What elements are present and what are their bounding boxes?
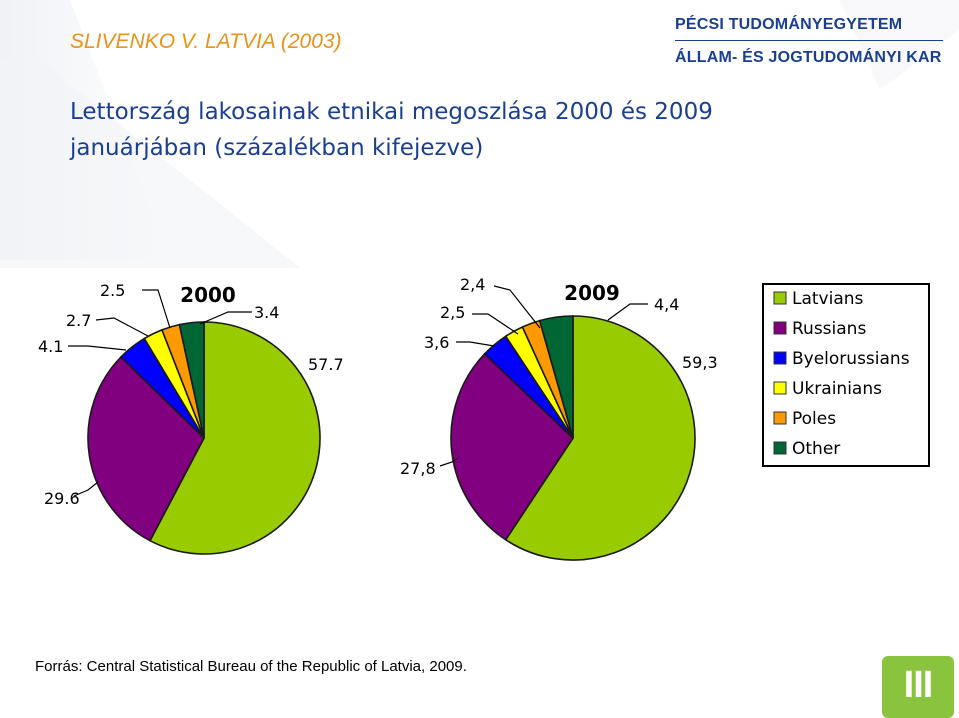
pie-charts: 2000 57.7 29.6 4.1 2.7 2.5 3.4 2009 59,3… [30,268,938,588]
legend-label-poles: Poles [792,409,836,429]
page-title: Lettország lakosainak etnikai megoszlása… [70,94,870,166]
university-logo-text: PÉCSI TUDOMÁNYEGYETEM ÁLLAM- ÉS JOGTUDOM… [675,16,943,67]
legend-label-other: Other [792,439,840,459]
pie-slice-latvians-2000 [148,321,321,555]
leader-line-ukrainians-2009 [472,313,519,335]
pie-slice-latvians-2009 [504,315,696,561]
legend-swatch-poles [773,411,787,425]
leader-line-poles-2000 [142,289,171,329]
pie-slice-other-2009 [538,315,574,439]
logo-text: III [903,664,934,706]
leader-line-byelorussians-2009 [456,341,495,347]
legend-swatch-other [773,441,787,455]
data-label-russians-2009: 27,8 [400,459,436,478]
source-note: Forrás: Central Statistical Bureau of th… [35,658,467,675]
faculty-logo-badge: III [882,656,954,718]
leader-line-other-2009 [607,303,648,321]
data-label-latvians-2009: 59,3 [682,353,718,372]
leader-line-poles-2009 [493,285,541,329]
data-label-other-2009: 4,4 [654,295,679,314]
data-label-ukrainians-2000: 2.7 [66,311,91,330]
university-name: PÉCSI TUDOMÁNYEGYETEM [675,16,943,41]
leader-line-russians-2009 [439,457,459,467]
data-label-russians-2000: 29.6 [44,489,80,508]
pie-slice-russians-2009 [450,352,575,541]
leader-line-russians-2000 [73,481,99,497]
legend-swatch-latvians [773,291,787,305]
data-label-byelorussians-2009: 3,6 [424,333,449,352]
legend-label-latvians: Latvians [792,289,864,309]
data-label-poles-2000: 2.5 [100,281,125,300]
data-label-other-2000: 3.4 [254,303,279,322]
legend-swatch-ukrainians [773,381,787,395]
legend-swatch-russians [773,321,787,335]
legend-label-byelorussians: Byelorussians [792,349,910,369]
data-label-byelorussians-2000: 4.1 [38,337,63,356]
pie-2000-title: 2000 [180,283,236,307]
leader-line-ukrainians-2000 [95,317,149,337]
case-title: SLIVENKO V. LATVIA (2003) [70,30,342,53]
pie-slice-russians-2000 [87,355,205,542]
page-title-line1: Lettország lakosainak etnikai megoszlása… [70,99,713,125]
leader-line-byelorussians-2000 [68,345,127,351]
faculty-name: ÁLLAM- ÉS JOGTUDOMÁNYI KAR [675,49,942,66]
page-title-line2: januárjában (százalékban kifejezve) [70,135,484,161]
data-label-ukrainians-2009: 2,5 [440,303,465,322]
pie-chart-2000: 2000 57.7 29.6 4.1 2.7 2.5 3.4 [38,281,344,555]
chart-legend: Latvians Russians Byelorussians Ukrainians P… [762,283,930,467]
leader-line-other-2000 [199,311,252,325]
data-label-latvians-2000: 57.7 [308,355,344,374]
legend-label-ukrainians: Ukrainians [792,379,882,399]
pie-chart-2009: 2009 59,3 27,8 3,6 2,5 2,4 4,4 [400,275,718,561]
pie-2009-title: 2009 [564,281,620,305]
data-label-poles-2009: 2,4 [460,275,485,294]
legend-label-russians: Russians [792,319,866,339]
legend-swatch-byelorussians [773,351,787,365]
